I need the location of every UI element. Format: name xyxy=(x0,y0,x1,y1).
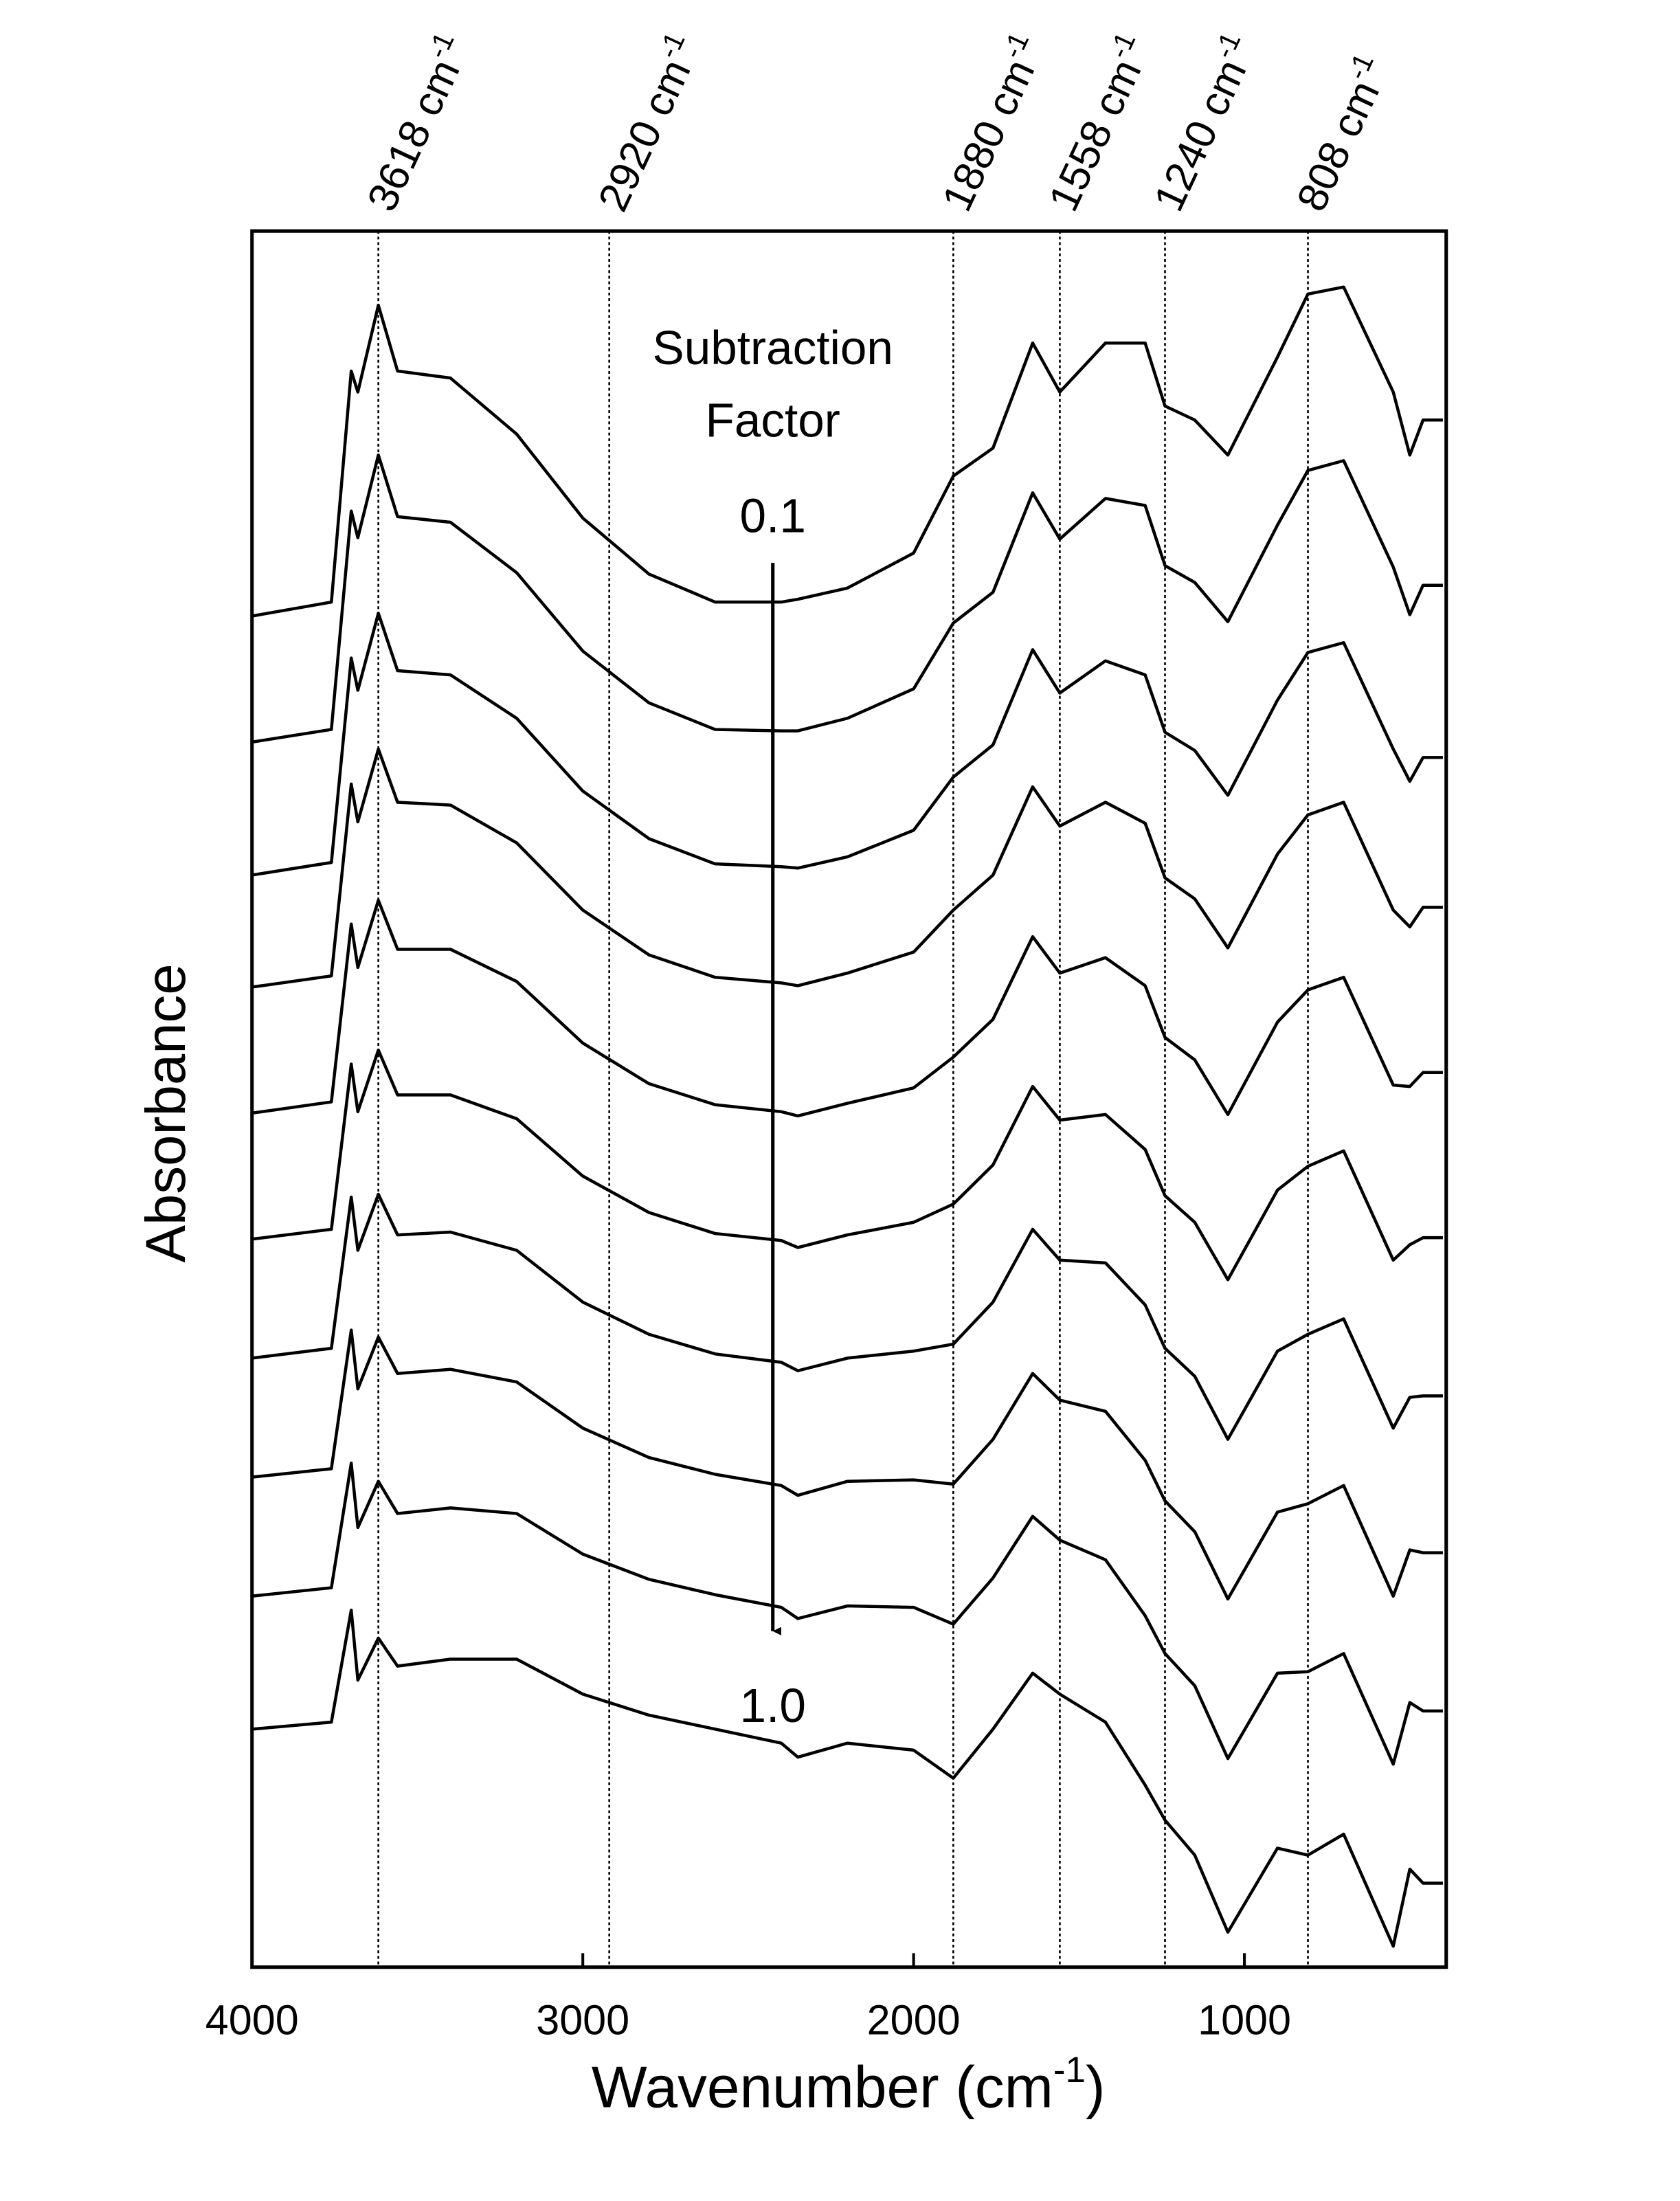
x-tick-label: 4000 xyxy=(205,1997,299,2044)
x-tick-label: 3000 xyxy=(536,1997,629,2044)
peak-label: 3618 cm-1 xyxy=(352,27,479,219)
x-tick-label: 2000 xyxy=(867,1997,961,2044)
spectrum-line xyxy=(251,453,1443,744)
spectrum-line xyxy=(251,1608,1443,1948)
x-axis-label: Wavenumber (cm-1) xyxy=(592,2050,1106,2121)
spectrum-line xyxy=(251,747,1443,989)
factor-start: 0.1 xyxy=(740,489,806,542)
peak-label-text: 1880 cm xyxy=(933,52,1044,218)
peak-label-text: 1558 cm xyxy=(1040,52,1150,218)
factor-label: Subtraction xyxy=(653,321,893,375)
factor-label: Factor xyxy=(706,394,840,447)
y-axis-label: Absorbance xyxy=(135,963,197,1262)
peak-label-text: 1240 cm xyxy=(1145,52,1255,218)
spectrum-line xyxy=(251,1328,1443,1601)
peak-label-text: 2920 cm xyxy=(589,52,699,218)
spectrum-line xyxy=(251,1461,1443,1766)
peak-label: 1240 cm-1 xyxy=(1139,27,1266,219)
spectrum-line xyxy=(251,612,1443,877)
plot-frame xyxy=(250,229,1448,1969)
spectrum-line xyxy=(251,1192,1443,1441)
x-axis-label-text: Wavenumber (cm xyxy=(592,2055,1053,2120)
peak-label: 1880 cm-1 xyxy=(928,27,1054,219)
spectrum-line xyxy=(251,1048,1443,1282)
spectrum-line xyxy=(251,898,1443,1118)
spectrum-line xyxy=(251,285,1443,618)
peak-label-text: 3618 cm xyxy=(358,52,469,218)
factor-end: 1.0 xyxy=(740,1679,806,1732)
x-tick-label: 1000 xyxy=(1198,1997,1291,2044)
peak-label-text: 808 cm xyxy=(1288,74,1388,218)
peak-label: 2920 cm-1 xyxy=(584,27,710,219)
peak-label: 1558 cm-1 xyxy=(1034,27,1161,219)
x-axis-label-sup: -1 xyxy=(1053,2050,1086,2090)
x-axis-label-tail: ) xyxy=(1086,2055,1106,2120)
peak-label: 808 cm-1 xyxy=(1282,48,1398,218)
